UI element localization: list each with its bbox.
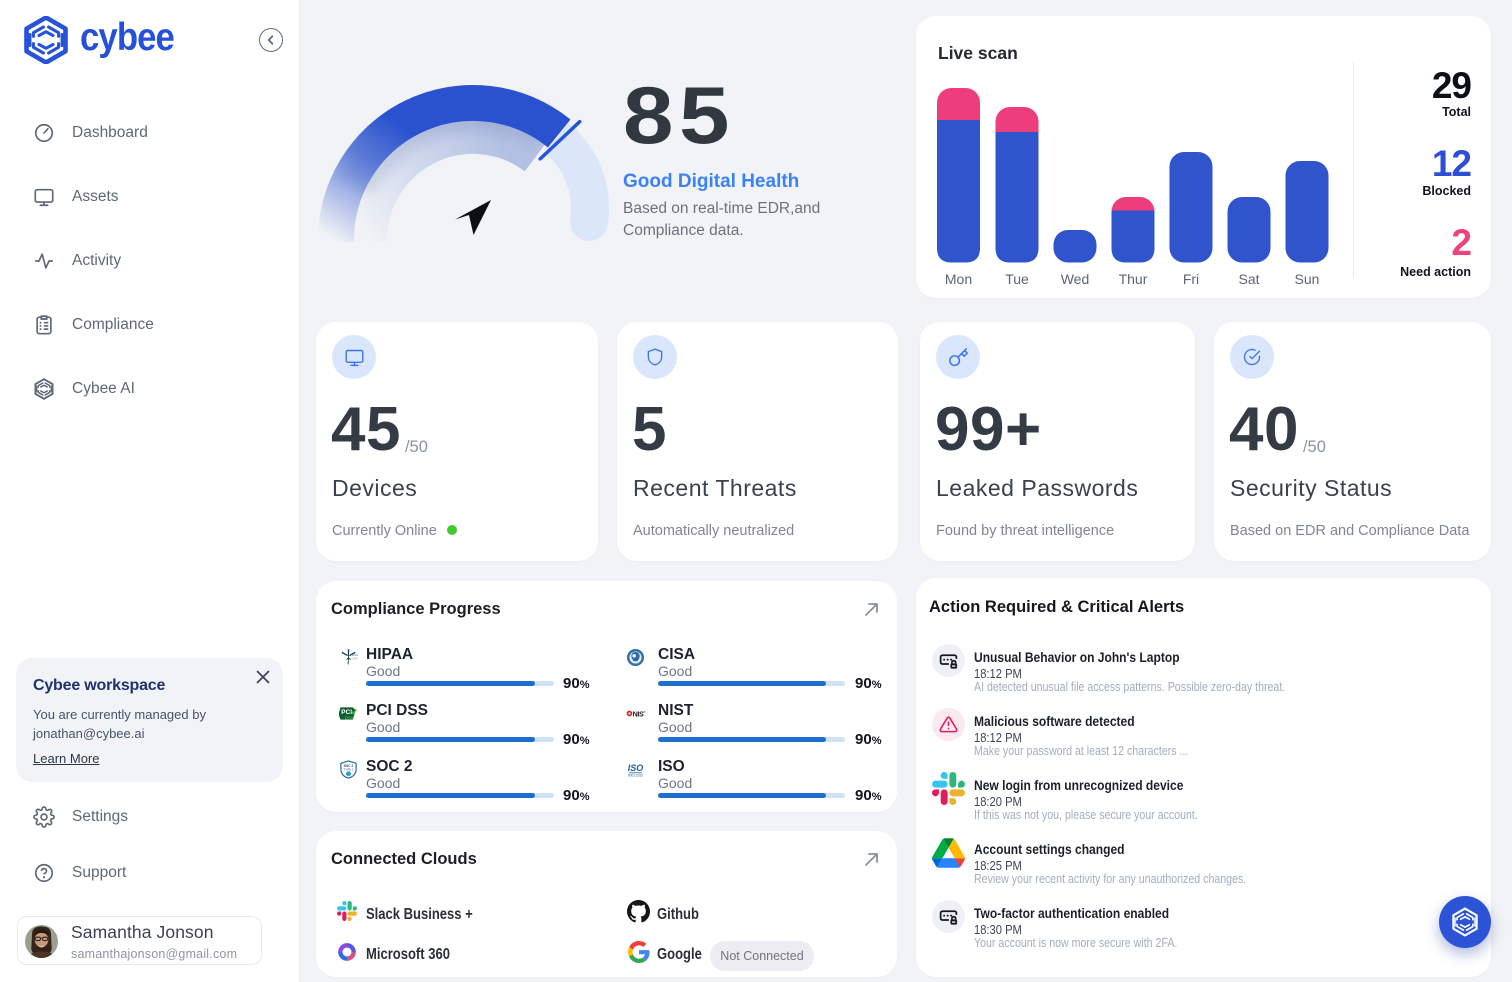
svg-text:DSS: DSS (345, 716, 354, 721)
svg-text:COMPLIANT: COMPLIANT (350, 657, 358, 660)
svg-text:9001:2015: 9001:2015 (628, 774, 643, 778)
svg-text:Sun: Sun (1295, 271, 1320, 287)
svg-text:TYPE 2: TYPE 2 (344, 767, 354, 771)
svg-text:Tue: Tue (1005, 271, 1029, 287)
svg-text:Thur: Thur (1119, 271, 1148, 287)
svg-text:Sat: Sat (1238, 271, 1259, 287)
svg-text:PCI: PCI (341, 709, 352, 716)
svg-text:Fri: Fri (1183, 271, 1199, 287)
svg-text:Mon: Mon (945, 271, 972, 287)
svg-text:SOC 2: SOC 2 (344, 764, 354, 768)
svg-text:HIPAA: HIPAA (350, 653, 358, 657)
svg-text:NIST: NIST (633, 710, 645, 718)
svg-text:Wed: Wed (1061, 271, 1090, 287)
svg-text:ISO: ISO (628, 763, 644, 773)
